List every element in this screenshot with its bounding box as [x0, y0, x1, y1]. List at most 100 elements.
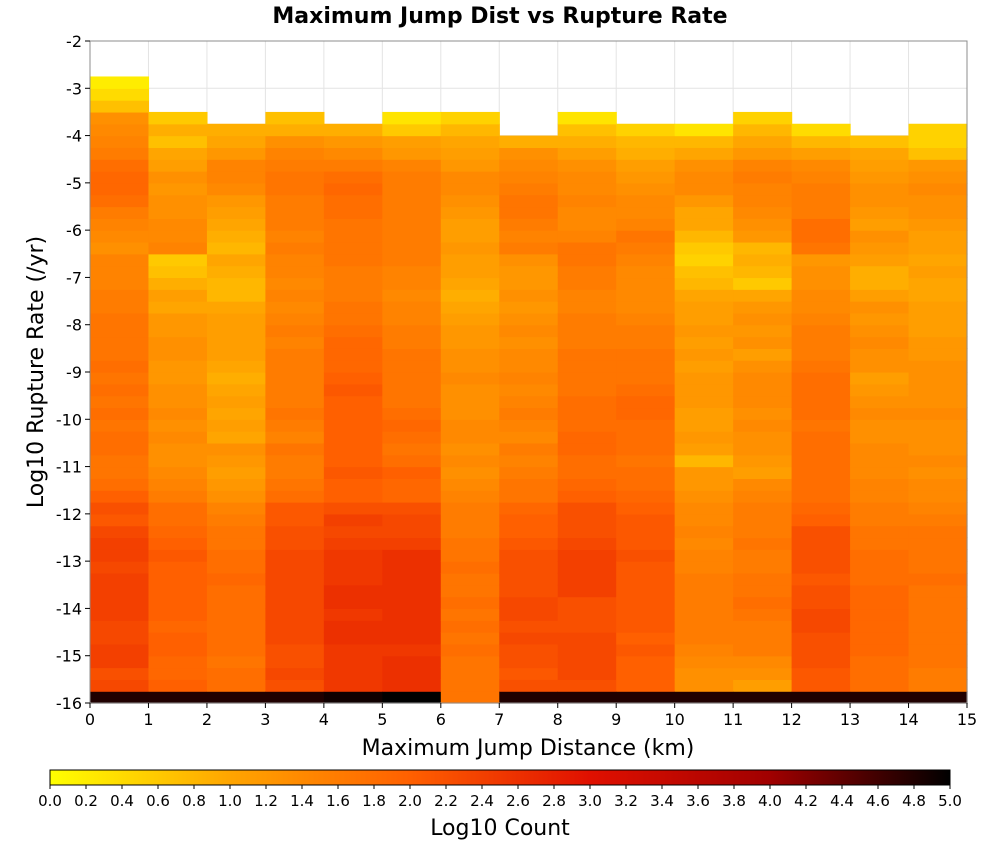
heatmap-cell [908, 643, 968, 657]
heatmap-cell [90, 230, 150, 243]
heatmap-cell [674, 490, 734, 503]
heatmap-cell [616, 182, 676, 196]
heatmap-cell [148, 478, 208, 491]
heatmap-cell [440, 454, 500, 468]
heatmap-cell [557, 572, 617, 586]
heatmap-cell [148, 537, 208, 550]
heatmap-cell [674, 667, 734, 680]
heatmap-cell [616, 218, 676, 231]
heatmap-cell [265, 537, 325, 550]
heatmap-cell [616, 324, 676, 338]
heatmap-cell [733, 336, 793, 349]
heatmap-cell [733, 643, 793, 657]
heatmap-cell [265, 525, 325, 539]
heatmap-cell [850, 419, 910, 432]
heatmap-cell [265, 230, 325, 243]
heatmap-cell [674, 277, 734, 290]
heatmap-cell [674, 265, 734, 279]
heatmap-cell [206, 537, 266, 550]
heatmap-cell [557, 360, 617, 373]
heatmap-cell [323, 253, 383, 267]
heatmap-cell [90, 632, 150, 645]
heatmap-cell [206, 301, 266, 314]
heatmap-cell [908, 171, 968, 184]
heatmap-cell [674, 324, 734, 338]
heatmap-cell [206, 395, 266, 409]
heatmap-cell [206, 135, 266, 148]
heatmap-cell [323, 691, 383, 704]
heatmap-cell [440, 466, 500, 479]
heatmap-cell [265, 620, 325, 633]
y-axis-label: Log10 Rupture Rate (/yr) [24, 236, 49, 508]
heatmap-cell [90, 360, 150, 373]
heatmap-cell [382, 372, 442, 385]
heatmap-cell [908, 632, 968, 645]
heatmap-cell [850, 608, 910, 621]
heatmap-cell [265, 206, 325, 219]
heatmap-cell [791, 265, 851, 279]
heatmap-cell [674, 632, 734, 645]
heatmap-cell [557, 608, 617, 621]
heatmap-cell [323, 206, 383, 219]
heatmap-cell [674, 182, 734, 196]
heatmap-cell [90, 502, 150, 515]
y-tick-label: -13 [56, 552, 82, 571]
heatmap-cell [440, 324, 500, 338]
heatmap-cell [616, 502, 676, 515]
colorbar-tick-label: 3.6 [686, 792, 710, 810]
heatmap-cell [440, 383, 500, 397]
heatmap-cell [148, 336, 208, 349]
heatmap-cell [908, 561, 968, 574]
heatmap-cell [908, 324, 968, 338]
colorbar-tick-label: 3.0 [578, 792, 602, 810]
heatmap-cell [733, 561, 793, 574]
heatmap-cell [733, 383, 793, 397]
heatmap-cell [791, 182, 851, 196]
heatmap-cell [440, 194, 500, 208]
heatmap-cell [733, 395, 793, 409]
heatmap-cell [557, 111, 617, 125]
heatmap-cell [382, 549, 442, 562]
heatmap-cell [382, 194, 442, 208]
x-tick-label: 8 [553, 710, 563, 729]
heatmap-cell [206, 454, 266, 468]
heatmap-cell [674, 513, 734, 527]
heatmap-cell [382, 301, 442, 314]
heatmap-cell [265, 147, 325, 160]
heatmap-cell [791, 431, 851, 444]
heatmap-cell [323, 324, 383, 338]
heatmap-cell [323, 632, 383, 645]
heatmap-cell [557, 206, 617, 219]
heatmap-cell [616, 123, 676, 137]
heatmap-cell [557, 218, 617, 231]
heatmap-cell [791, 241, 851, 255]
y-tick-label: -9 [66, 363, 82, 382]
heatmap-cell [206, 336, 266, 349]
colorbar [49, 769, 951, 786]
heatmap-cell [674, 372, 734, 385]
heatmap-cell [440, 667, 500, 680]
colorbar-tick-label: 0.8 [182, 792, 206, 810]
heatmap-cell [850, 171, 910, 184]
heatmap-cell [265, 383, 325, 397]
heatmap-cell [850, 360, 910, 373]
heatmap-cell [557, 135, 617, 148]
heatmap-cell [616, 596, 676, 610]
heatmap-cell [323, 502, 383, 515]
heatmap-cell [206, 466, 266, 479]
heatmap-cell [850, 490, 910, 503]
heatmap-cell [90, 407, 150, 420]
heatmap-cell [499, 466, 559, 479]
heatmap-cell [265, 135, 325, 148]
heatmap-cell [908, 312, 968, 326]
heatmap-cell [908, 502, 968, 515]
heatmap-cell [90, 383, 150, 397]
heatmap-cell [148, 348, 208, 361]
heatmap-cell [733, 159, 793, 172]
heatmap-cell [908, 419, 968, 432]
heatmap-cell [908, 147, 968, 160]
heatmap-cell [148, 301, 208, 314]
heatmap-cell [148, 135, 208, 148]
heatmap-cell [616, 407, 676, 420]
heatmap-cell [265, 395, 325, 409]
